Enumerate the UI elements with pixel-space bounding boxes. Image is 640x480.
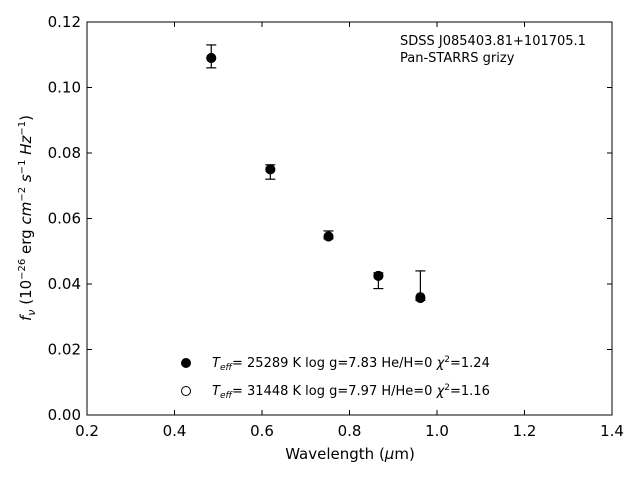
x-tick-label: 0.4 xyxy=(163,422,187,440)
data-marks xyxy=(206,44,426,304)
axis-ticks: 0.2 0.4 0.6 0.8 1.0 1.2 1.4 0.00 0.02 0.04 0.06 0.0… xyxy=(48,13,624,440)
legend-label-da-model: Teff= 25289 K log g=7.83 He/H=0 χ2=1.24 xyxy=(212,355,490,373)
x-tick-label: 0.2 xyxy=(75,422,99,440)
x-tick-label: 0.8 xyxy=(338,422,362,440)
model-point-open xyxy=(206,53,217,64)
y-tick-label: 0.10 xyxy=(48,79,81,97)
x-tick-label: 1.0 xyxy=(425,422,449,440)
model-point-open xyxy=(265,164,276,175)
x-tick-label: 0.6 xyxy=(250,422,274,440)
x-tick-label: 1.2 xyxy=(513,422,537,440)
legend-label-db-model: Teff= 31448 K log g=7.97 H/He=0 χ2=1.16 xyxy=(212,383,490,401)
x-axis-title: Wavelength (μm) xyxy=(285,445,415,463)
y-tick-label: 0.02 xyxy=(48,341,81,359)
y-tick-label: 0.04 xyxy=(48,275,81,293)
model-point-open xyxy=(415,292,426,303)
legend-marker-open xyxy=(181,386,191,396)
model-point-open xyxy=(373,270,384,281)
y-tick-label: 0.12 xyxy=(48,13,81,31)
annotation-object-name: SDSS J085403.81+101705.1 xyxy=(400,34,586,49)
annotation-survey: Pan-STARRS grizy xyxy=(400,51,515,66)
y-axis-title: fν (10−26 erg cm−2 s−1 Hz−1) xyxy=(17,115,38,321)
x-tick-label: 1.4 xyxy=(600,422,624,440)
y-tick-label: 0.06 xyxy=(48,210,81,228)
y-tick-label: 0.08 xyxy=(48,144,81,162)
y-tick-label: 0.00 xyxy=(48,406,81,424)
model-point-open xyxy=(323,231,334,242)
legend-marker-filled xyxy=(181,358,191,368)
